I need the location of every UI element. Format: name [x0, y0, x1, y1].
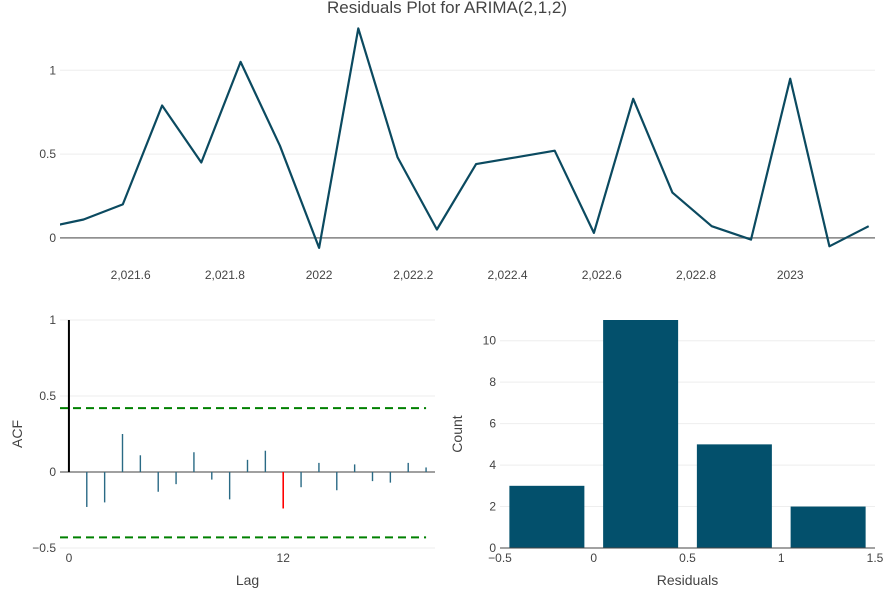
y-tick-label: 0.5 — [39, 389, 56, 403]
x-tick-label: 2,022.6 — [582, 268, 622, 282]
x-tick-label: 0 — [66, 551, 73, 565]
histogram-bar-0 — [509, 485, 585, 548]
y-tick-label: 0 — [489, 541, 496, 555]
y-axis-title: ACF — [9, 420, 25, 448]
x-tick-label: 2,022.8 — [676, 268, 716, 282]
x-tick-label: 1 — [778, 551, 785, 565]
y-tick-label: 4 — [489, 458, 496, 472]
x-axis-title: Residuals — [657, 572, 718, 588]
x-tick-label: 2023 — [777, 268, 804, 282]
figure-title: Residuals Plot for ARIMA(2,1,2) — [327, 0, 567, 17]
acf-panel: −0.5 0 0.5 1 0 12 Lag ACF — [9, 313, 435, 588]
y-tick-label: 1 — [49, 63, 56, 77]
y-tick-label: 1 — [49, 313, 56, 327]
x-tick-label: 1.5 — [867, 551, 884, 565]
histogram-bar-2 — [696, 444, 772, 548]
x-tick-label: 12 — [277, 551, 291, 565]
x-tick-label: 2022 — [306, 268, 333, 282]
histogram-bar-3 — [790, 506, 866, 548]
x-tick-label: 2,022.4 — [488, 268, 528, 282]
y-tick-label: 8 — [489, 375, 496, 389]
residuals-series-line — [60, 27, 870, 249]
y-tick-label: −0.5 — [32, 541, 56, 555]
x-tick-label: 2,021.6 — [111, 268, 151, 282]
x-tick-label: 2,022.2 — [393, 268, 433, 282]
y-tick-label: 0 — [49, 231, 56, 245]
y-tick-label: 0.5 — [39, 147, 56, 161]
y-axis-title: Count — [449, 415, 465, 452]
x-tick-label: 2,021.8 — [205, 268, 245, 282]
y-tick-label: 6 — [489, 417, 496, 431]
y-tick-label: 2 — [489, 500, 496, 514]
histogram-bar-1 — [603, 320, 679, 548]
x-tick-label: 0 — [590, 551, 597, 565]
x-axis-title: Lag — [236, 572, 259, 588]
x-tick-label: −0.5 — [488, 551, 512, 565]
y-tick-label: 0 — [49, 465, 56, 479]
y-tick-label: 10 — [483, 334, 497, 348]
x-tick-label: 0.5 — [679, 551, 696, 565]
residuals-line-panel: 0 0.5 1 2,021.6 2,021.8 2022 2,022.2 2,022.4 2,0… — [39, 27, 875, 282]
